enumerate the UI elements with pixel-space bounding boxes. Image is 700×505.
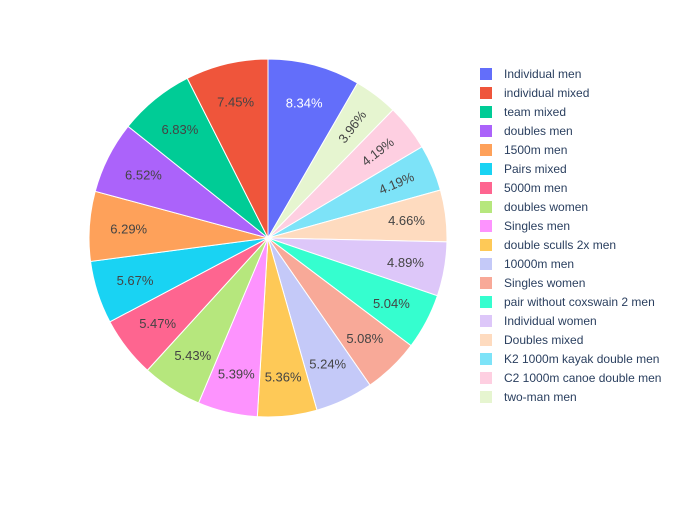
legend-item[interactable]: team mixed (480, 105, 566, 119)
pie-slice-label: 5.39% (218, 366, 255, 381)
legend-label: pair without coxswain 2 men (504, 295, 655, 309)
legend-swatch (480, 220, 492, 232)
legend-swatch (480, 258, 492, 270)
pie-slice-label: 4.89% (387, 255, 424, 270)
legend-label: two-man men (504, 390, 577, 404)
legend-swatch (480, 315, 492, 327)
legend-swatch (480, 163, 492, 175)
legend-item[interactable]: Singles women (480, 276, 585, 290)
legend-swatch (480, 391, 492, 403)
legend-item[interactable]: Pairs mixed (480, 162, 567, 176)
pie-slice-label: 5.04% (373, 296, 410, 311)
legend-item[interactable]: Individual women (480, 314, 597, 328)
legend-item[interactable]: C2 1000m canoe double men (480, 371, 661, 385)
legend-label: double sculls 2x men (504, 238, 616, 252)
legend-item[interactable]: Singles men (480, 219, 570, 233)
legend-swatch (480, 334, 492, 346)
pie-slice-label: 7.45% (217, 95, 254, 110)
legend-item[interactable]: Doubles mixed (480, 333, 583, 347)
legend-swatch (480, 68, 492, 80)
legend-label: Singles men (504, 219, 570, 233)
pie-slice-label: 8.34% (286, 96, 323, 111)
legend-swatch (480, 87, 492, 99)
legend-item[interactable]: doubles women (480, 200, 588, 214)
legend-swatch (480, 106, 492, 118)
legend-label: Individual men (504, 67, 581, 81)
legend-label: C2 1000m canoe double men (504, 371, 661, 385)
legend-item[interactable]: 1500m men (480, 143, 567, 157)
pie-slice[interactable] (186, 58, 269, 239)
legend-label: K2 1000m kayak double men (504, 352, 659, 366)
legend-label: team mixed (504, 105, 566, 119)
legend-swatch (480, 201, 492, 213)
legend-label: Pairs mixed (504, 162, 567, 176)
legend-label: 10000m men (504, 257, 574, 271)
legend-swatch (480, 144, 492, 156)
pie-slices (88, 58, 448, 418)
legend-item[interactable]: double sculls 2x men (480, 238, 616, 252)
legend-swatch (480, 239, 492, 251)
legend-swatch (480, 277, 492, 289)
legend-item[interactable]: K2 1000m kayak double men (480, 352, 659, 366)
pie-slice-label: 5.47% (139, 316, 176, 331)
legend-label: doubles men (504, 124, 573, 138)
legend-label: 5000m men (504, 181, 567, 195)
legend-item[interactable]: doubles men (480, 124, 573, 138)
legend-item[interactable]: pair without coxswain 2 men (480, 295, 655, 309)
pie-slice-label: 6.83% (161, 122, 198, 137)
legend-swatch (480, 296, 492, 308)
legend-swatch (480, 372, 492, 384)
pie-slice-label: 5.08% (346, 331, 383, 346)
pie-slice-label: 5.36% (265, 369, 302, 384)
pie-slice-label: 4.66% (388, 213, 425, 228)
legend-label: doubles women (504, 200, 588, 214)
legend-item[interactable]: Individual men (480, 67, 581, 81)
pie-slice-label: 5.43% (174, 348, 211, 363)
legend-label: Individual women (504, 314, 597, 328)
legend-label: individual mixed (504, 86, 589, 100)
legend-item[interactable]: two-man men (480, 390, 577, 404)
legend-item[interactable]: 5000m men (480, 181, 567, 195)
pie-slice-label: 6.52% (125, 167, 162, 182)
pie-slice[interactable] (267, 58, 359, 240)
legend-swatch (480, 125, 492, 137)
legend: Individual men individual mixed team mixed… (480, 67, 661, 404)
pie-slice-label: 5.67% (117, 273, 154, 288)
legend-label: Singles women (504, 276, 585, 290)
legend-label: 1500m men (504, 143, 567, 157)
legend-swatch (480, 353, 492, 365)
legend-swatch (480, 182, 492, 194)
pie-slice-label: 5.24% (309, 357, 346, 372)
legend-label: Doubles mixed (504, 333, 583, 347)
pie-slice-label: 6.29% (110, 221, 147, 236)
legend-item[interactable]: 10000m men (480, 257, 574, 271)
legend-item[interactable]: individual mixed (480, 86, 589, 100)
